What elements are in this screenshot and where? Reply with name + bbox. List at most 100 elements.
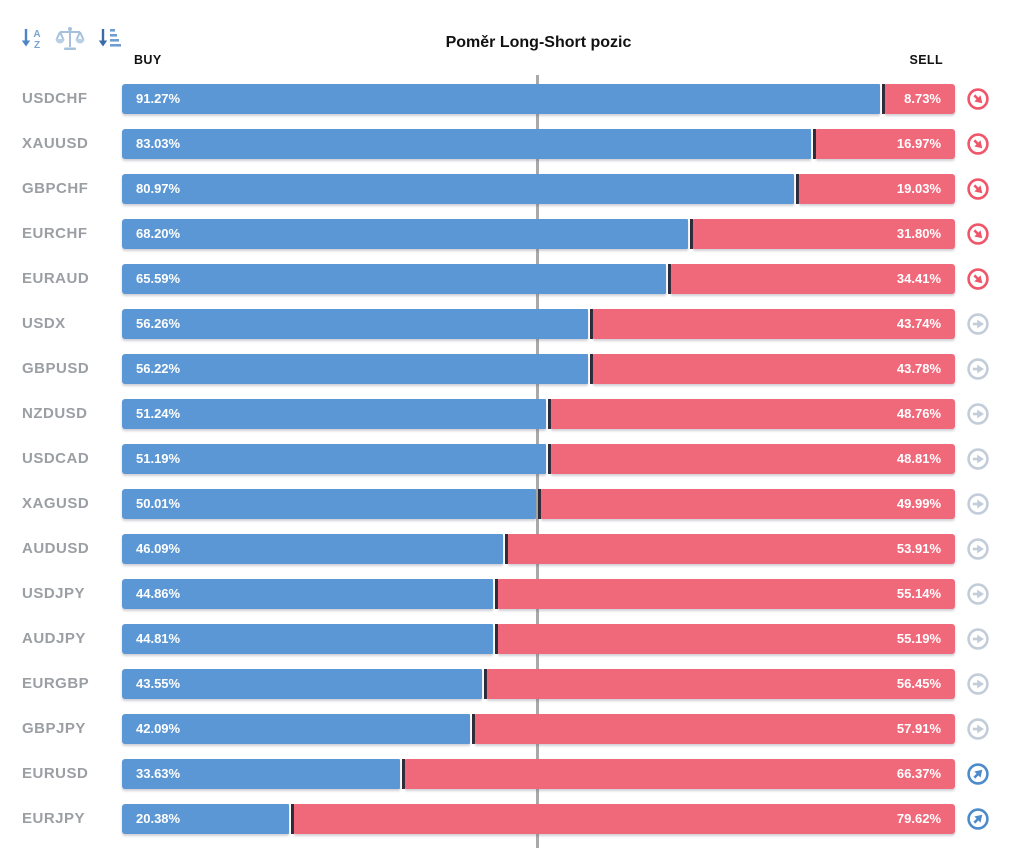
table-row: USDCHF 91.27% 8.73% <box>0 84 1029 114</box>
trend-arrow-icon[interactable] <box>966 672 990 696</box>
pair-label: NZDUSD <box>22 405 88 422</box>
bar-divider <box>590 309 594 339</box>
bar-track: 50.01% 49.99% <box>122 489 955 519</box>
buy-column-label: BUY <box>134 53 162 67</box>
buy-bar: 65.59% <box>122 264 666 294</box>
bar-divider <box>548 399 552 429</box>
buy-bar: 91.27% <box>122 84 880 114</box>
sell-bar: 79.62% <box>294 804 955 834</box>
bar-divider <box>291 804 295 834</box>
sort-amount-icon[interactable] <box>94 24 124 54</box>
sell-bar: 31.80% <box>692 219 955 249</box>
table-row: XAGUSD 50.01% 49.99% <box>0 489 1029 519</box>
pair-label: EURJPY <box>22 810 86 827</box>
svg-text:A: A <box>33 29 40 40</box>
buy-bar: 83.03% <box>122 129 812 159</box>
trend-arrow-icon[interactable] <box>966 177 990 201</box>
bar-divider <box>796 174 799 204</box>
balance-scale-icon[interactable] <box>55 24 85 54</box>
buy-bar: 56.22% <box>122 354 588 384</box>
pair-label: USDJPY <box>22 585 86 602</box>
trend-arrow-icon[interactable] <box>966 807 990 831</box>
trend-arrow-icon[interactable] <box>966 582 990 606</box>
trend-arrow-icon[interactable] <box>966 267 990 291</box>
pair-label: EURCHF <box>22 225 88 242</box>
trend-arrow-icon[interactable] <box>966 402 990 426</box>
sell-bar: 16.97% <box>816 129 955 159</box>
buy-bar: 46.09% <box>122 534 504 564</box>
trend-arrow-icon[interactable] <box>966 717 990 741</box>
bar-track: 42.09% 57.91% <box>122 714 955 744</box>
trend-arrow-icon[interactable] <box>966 87 990 111</box>
buy-bar: 80.97% <box>122 174 794 204</box>
buy-bar: 68.20% <box>122 219 688 249</box>
bar-divider <box>881 84 885 114</box>
trend-arrow-icon[interactable] <box>966 492 990 516</box>
bar-track: 51.19% 48.81% <box>122 444 955 474</box>
buy-bar: 42.09% <box>122 714 471 744</box>
bar-divider <box>813 129 817 159</box>
table-row: GBPCHF 80.97% 19.03% <box>0 174 1029 204</box>
bar-divider <box>589 354 593 384</box>
pair-label: USDCHF <box>22 90 88 107</box>
bar-divider <box>667 264 671 294</box>
trend-arrow-icon[interactable] <box>966 627 990 651</box>
column-headers: BUY SELL <box>122 53 955 67</box>
pair-label: AUDUSD <box>22 540 90 557</box>
bar-divider <box>494 624 498 654</box>
bar-track: 33.63% 66.37% <box>122 759 955 789</box>
table-row: GBPUSD 56.22% 43.78% <box>0 354 1029 384</box>
pair-label: EURAUD <box>22 270 90 287</box>
bar-track: 44.86% 55.14% <box>122 579 955 609</box>
buy-bar: 43.55% <box>122 669 483 699</box>
buy-bar: 50.01% <box>122 489 537 519</box>
svg-text:Z: Z <box>34 40 40 51</box>
sell-bar: 53.91% <box>508 534 955 564</box>
buy-bar: 44.81% <box>122 624 493 654</box>
bar-track: 20.38% 79.62% <box>122 804 955 834</box>
table-row: USDX 56.26% 43.74% <box>0 309 1029 339</box>
buy-bar: 51.19% <box>122 444 546 474</box>
table-row: EURCHF 68.20% 31.80% <box>0 219 1029 249</box>
bar-divider <box>472 714 476 744</box>
bar-track: 56.22% 43.78% <box>122 354 955 384</box>
trend-arrow-icon[interactable] <box>966 447 990 471</box>
trend-arrow-icon[interactable] <box>966 537 990 561</box>
sort-alpha-icon[interactable]: A Z <box>16 24 46 54</box>
buy-bar: 44.86% <box>122 579 494 609</box>
bar-divider <box>547 444 551 474</box>
buy-bar: 51.24% <box>122 399 547 429</box>
bar-divider <box>484 669 488 699</box>
sell-column-label: SELL <box>909 53 943 67</box>
pair-label: EURGBP <box>22 675 90 692</box>
bar-divider <box>505 534 509 564</box>
pair-label: GBPJPY <box>22 720 86 737</box>
pair-label: EURUSD <box>22 765 89 782</box>
sell-bar: 66.37% <box>404 759 955 789</box>
chart-title: Poměr Long-Short pozic <box>445 34 632 51</box>
sell-bar: 19.03% <box>799 174 955 204</box>
sell-bar: 34.41% <box>670 264 955 294</box>
table-row: XAUUSD 83.03% 16.97% <box>0 129 1029 159</box>
table-row: AUDUSD 46.09% 53.91% <box>0 534 1029 564</box>
trend-arrow-icon[interactable] <box>966 357 990 381</box>
bar-track: 43.55% 56.45% <box>122 669 955 699</box>
sell-bar: 55.14% <box>498 579 955 609</box>
trend-arrow-icon[interactable] <box>966 222 990 246</box>
table-row: EURGBP 43.55% 56.45% <box>0 669 1029 699</box>
bar-track: 68.20% 31.80% <box>122 219 955 249</box>
table-row: NZDUSD 51.24% 48.76% <box>0 399 1029 429</box>
trend-arrow-icon[interactable] <box>966 132 990 156</box>
sell-bar: 8.73% <box>884 84 955 114</box>
table-row: EURUSD 33.63% 66.37% <box>0 759 1029 789</box>
bar-track: 65.59% 34.41% <box>122 264 955 294</box>
bar-divider <box>401 759 405 789</box>
sell-bar: 48.81% <box>550 444 955 474</box>
pair-label: USDX <box>22 315 66 332</box>
trend-arrow-icon[interactable] <box>966 762 990 786</box>
trend-arrow-icon[interactable] <box>966 312 990 336</box>
table-row: USDCAD 51.19% 48.81% <box>0 444 1029 474</box>
table-row: EURJPY 20.38% 79.62% <box>0 804 1029 834</box>
pair-label: GBPCHF <box>22 180 89 197</box>
